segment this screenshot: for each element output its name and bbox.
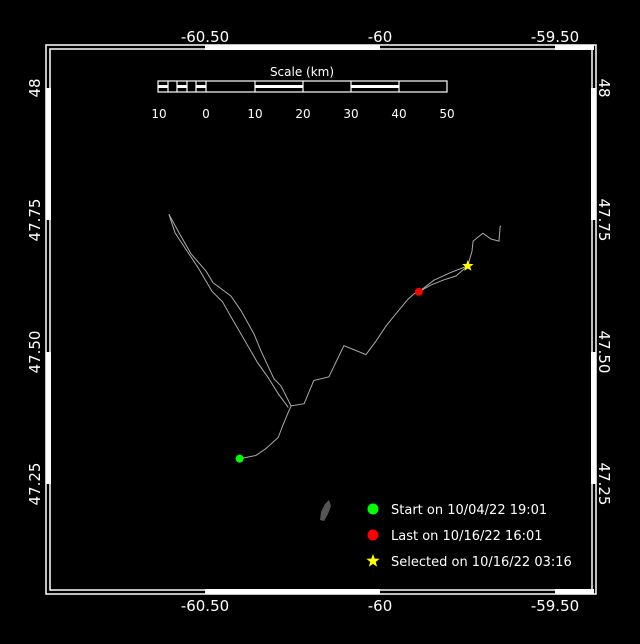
scale-segment-fill (158, 85, 168, 88)
frame-bar-bottom (300, 589, 380, 594)
lat-label-right: 47.50 (595, 331, 613, 374)
land-mass (320, 500, 331, 521)
lon-label-top: -60.50 (181, 28, 229, 46)
start-marker (235, 454, 244, 463)
star-legend-icon (366, 554, 380, 567)
scale-label: 50 (439, 107, 454, 121)
scale-label: 20 (295, 107, 310, 121)
frame-bar-left (46, 88, 51, 220)
lon-label-top: -60 (368, 28, 393, 46)
lon-label-bottom: -60 (368, 597, 393, 615)
lat-label-right: 47.75 (595, 199, 613, 242)
track-line (168, 214, 289, 408)
legend: Start on 10/04/22 19:01 Last on 10/16/22… (366, 503, 572, 570)
track-markers (235, 259, 474, 463)
last-marker (414, 287, 423, 296)
lon-label-bottom: -59.50 (531, 597, 579, 615)
track-line (239, 225, 502, 460)
scale-title: Scale (km) (270, 65, 334, 79)
frame-bar-right (591, 352, 596, 484)
scale-label: 10 (247, 107, 262, 121)
frame-bar-left (46, 352, 51, 484)
frame-bar-top (555, 45, 594, 50)
map-frame (45, 44, 597, 595)
selected-legend-label: Selected on 10/16/22 03:16 (391, 555, 572, 570)
scale-label: 30 (343, 107, 358, 121)
scale-segment-fill (255, 85, 303, 88)
scale-label: 40 (391, 107, 406, 121)
frame-bar-top (205, 45, 380, 50)
selected-star-marker (462, 259, 474, 271)
scale-segment-fill (196, 85, 206, 88)
lat-label-left: 47.50 (26, 331, 44, 374)
last-legend-icon (367, 529, 379, 541)
frame-bar-bottom (205, 589, 380, 594)
scale-segment-fill (177, 85, 187, 88)
scale-segment-fill (351, 85, 399, 88)
track-line (168, 213, 292, 407)
scale-label: 0 (202, 107, 210, 121)
last-legend-label: Last on 10/16/22 16:01 (391, 529, 543, 544)
lat-label-right: 47.25 (595, 463, 613, 506)
start-legend-label: Start on 10/04/22 19:01 (391, 503, 547, 518)
frame-bar-right (591, 88, 596, 220)
frame-bar-bottom (555, 589, 594, 594)
start-legend-icon (367, 503, 379, 515)
scale-label: 10 (151, 107, 166, 121)
track-line (418, 265, 468, 293)
lat-label-left: 47.25 (26, 463, 44, 506)
scale-bar: Scale (km) 10 0 10 20 30 40 50 (151, 65, 454, 121)
drift-track (168, 213, 502, 460)
lon-label-top: -59.50 (531, 28, 579, 46)
lat-label-right: 48 (595, 78, 613, 97)
lon-label-bottom: -60.50 (181, 597, 229, 615)
lat-label-left: 47.75 (26, 199, 44, 242)
lat-label-left: 48 (26, 78, 44, 97)
